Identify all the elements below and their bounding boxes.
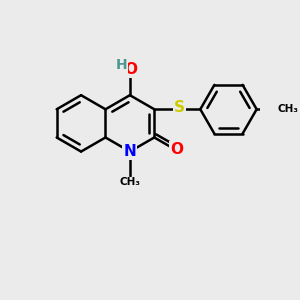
Text: O: O [124, 62, 137, 77]
Text: N: N [124, 144, 136, 159]
Text: CH₃: CH₃ [119, 177, 140, 187]
Text: O: O [170, 142, 183, 157]
Text: S: S [174, 100, 185, 115]
Text: H: H [116, 58, 127, 72]
Text: CH₃: CH₃ [278, 104, 299, 114]
